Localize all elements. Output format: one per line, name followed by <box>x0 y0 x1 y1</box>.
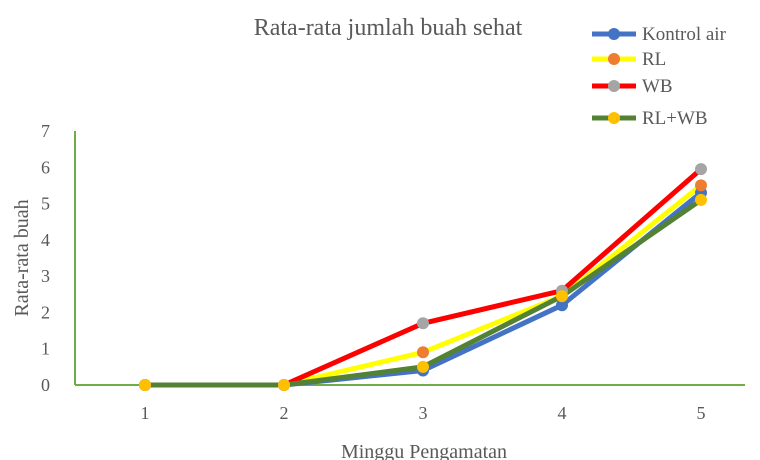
chart-title: Rata-rata jumlah buah sehat <box>254 15 523 41</box>
legend-label: RL+WB <box>642 108 708 129</box>
legend-label: Kontrol air <box>642 24 727 45</box>
y-tick-label: 0 <box>41 375 50 395</box>
y-tick-label: 6 <box>41 157 50 177</box>
series-group <box>139 163 707 391</box>
x-tick-label: 4 <box>558 403 567 423</box>
data-point <box>139 379 151 391</box>
y-tick-label: 5 <box>41 194 50 214</box>
legend-marker <box>608 28 620 40</box>
legend-label: RL <box>642 49 666 70</box>
x-axis-title: Minggu Pengamatan <box>341 441 507 460</box>
legend: Kontrol air RL WB RL+WB <box>592 24 727 129</box>
data-point <box>695 179 707 192</box>
x-tick-label: 3 <box>419 403 428 423</box>
legend-marker <box>608 112 620 124</box>
y-axis-title: Rata-rata buah <box>11 199 33 316</box>
data-point <box>695 163 707 176</box>
y-tick-label: 7 <box>41 121 50 141</box>
data-point <box>556 290 568 303</box>
axes <box>74 131 745 386</box>
x-tick-label: 2 <box>280 403 289 423</box>
y-tick-label: 1 <box>41 339 50 359</box>
y-tick-label: 4 <box>41 230 50 250</box>
x-tick-label: 1 <box>141 403 150 423</box>
data-point <box>417 360 429 373</box>
data-point <box>417 346 429 359</box>
data-point <box>695 193 707 206</box>
legend-label: WB <box>642 76 673 97</box>
x-tick-labels: 1 2 3 4 5 <box>141 403 706 423</box>
data-point <box>417 317 429 330</box>
legend-marker <box>608 53 620 65</box>
y-tick-labels: 0 1 2 3 4 5 6 7 <box>41 121 50 395</box>
legend-marker <box>608 80 620 92</box>
y-tick-label: 2 <box>41 302 50 322</box>
data-point <box>556 299 568 312</box>
x-tick-label: 5 <box>697 403 706 423</box>
data-point <box>278 379 290 391</box>
y-tick-label: 3 <box>41 266 50 286</box>
